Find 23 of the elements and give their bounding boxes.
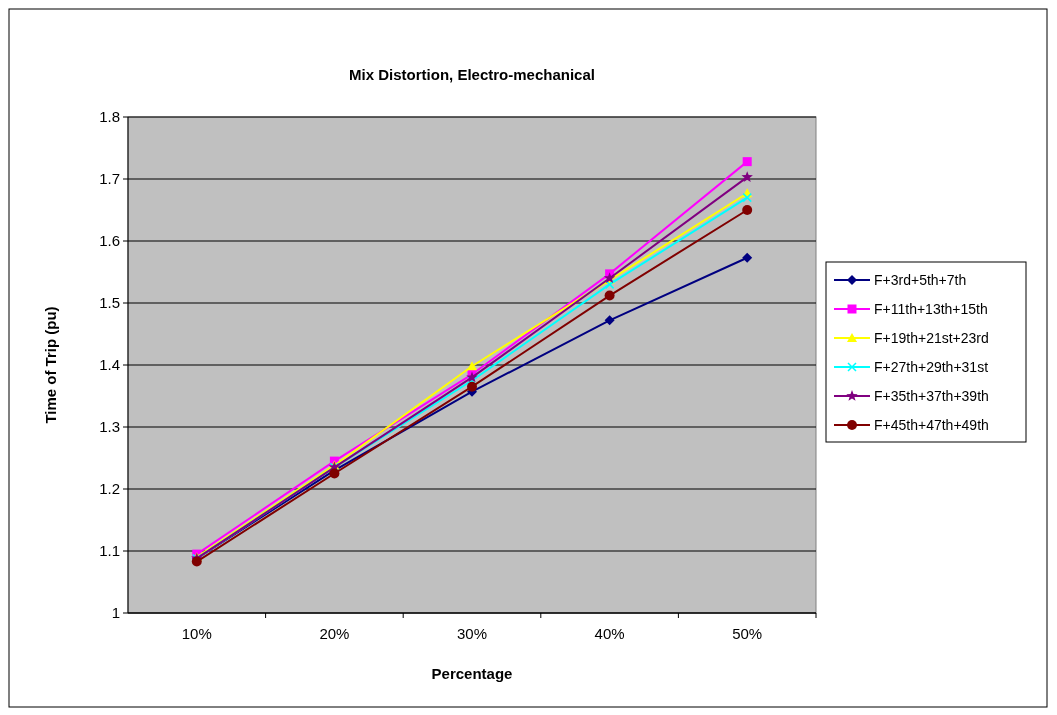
y-tick-label: 1.2 xyxy=(99,480,120,498)
legend-label: F+19th+21st+23rd xyxy=(874,329,989,346)
y-tick-label: 1.4 xyxy=(99,356,120,374)
x-tick-label: 10% xyxy=(181,625,212,642)
y-tick-label: 1 xyxy=(111,604,120,622)
y-tick-label: 1.7 xyxy=(99,170,120,188)
y-tick-label: 1.3 xyxy=(99,418,120,436)
x-tick-label: 50% xyxy=(732,625,763,642)
x-tick-label: 40% xyxy=(594,625,625,642)
legend-label: F+11th+13th+15th xyxy=(874,300,988,317)
chart-title: Mix Distortion, Electro-mechanical xyxy=(349,66,595,83)
x-axis-title: Percentage xyxy=(431,665,513,682)
legend-label: F+3rd+5th+7th xyxy=(874,271,967,288)
y-tick-label: 1.6 xyxy=(99,232,120,250)
y-tick-label: 1.5 xyxy=(99,294,120,312)
y-tick-label: 1.8 xyxy=(99,108,120,126)
legend-label: F+27th+29th+31st xyxy=(874,358,989,375)
x-tick-label: 20% xyxy=(319,625,350,642)
legend-label: F+45th+47th+49th xyxy=(874,416,989,433)
x-tick-label: 30% xyxy=(456,625,488,642)
y-tick-label: 1.1 xyxy=(99,542,120,560)
y-axis-title: Time of Trip (pu) xyxy=(42,306,59,424)
legend-label: F+35th+37th+39th xyxy=(874,387,989,404)
